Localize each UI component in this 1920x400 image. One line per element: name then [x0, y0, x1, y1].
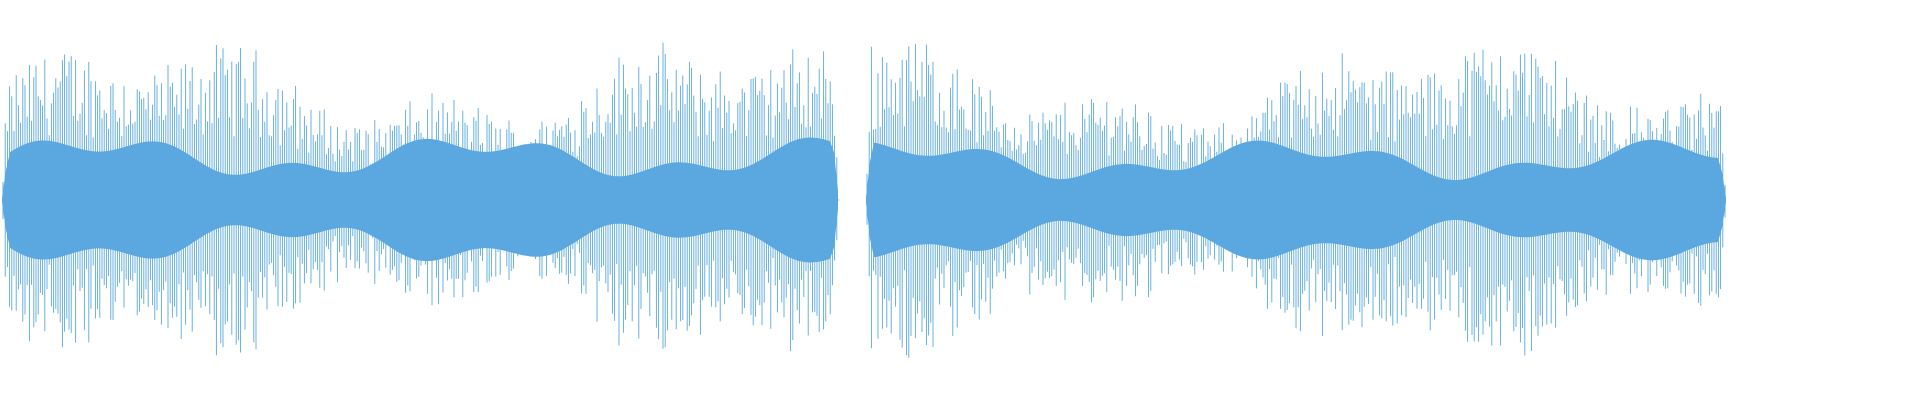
waveform-clip-2[interactable]: [866, 43, 1726, 358]
waveform-clip-1[interactable]: [2, 42, 839, 356]
